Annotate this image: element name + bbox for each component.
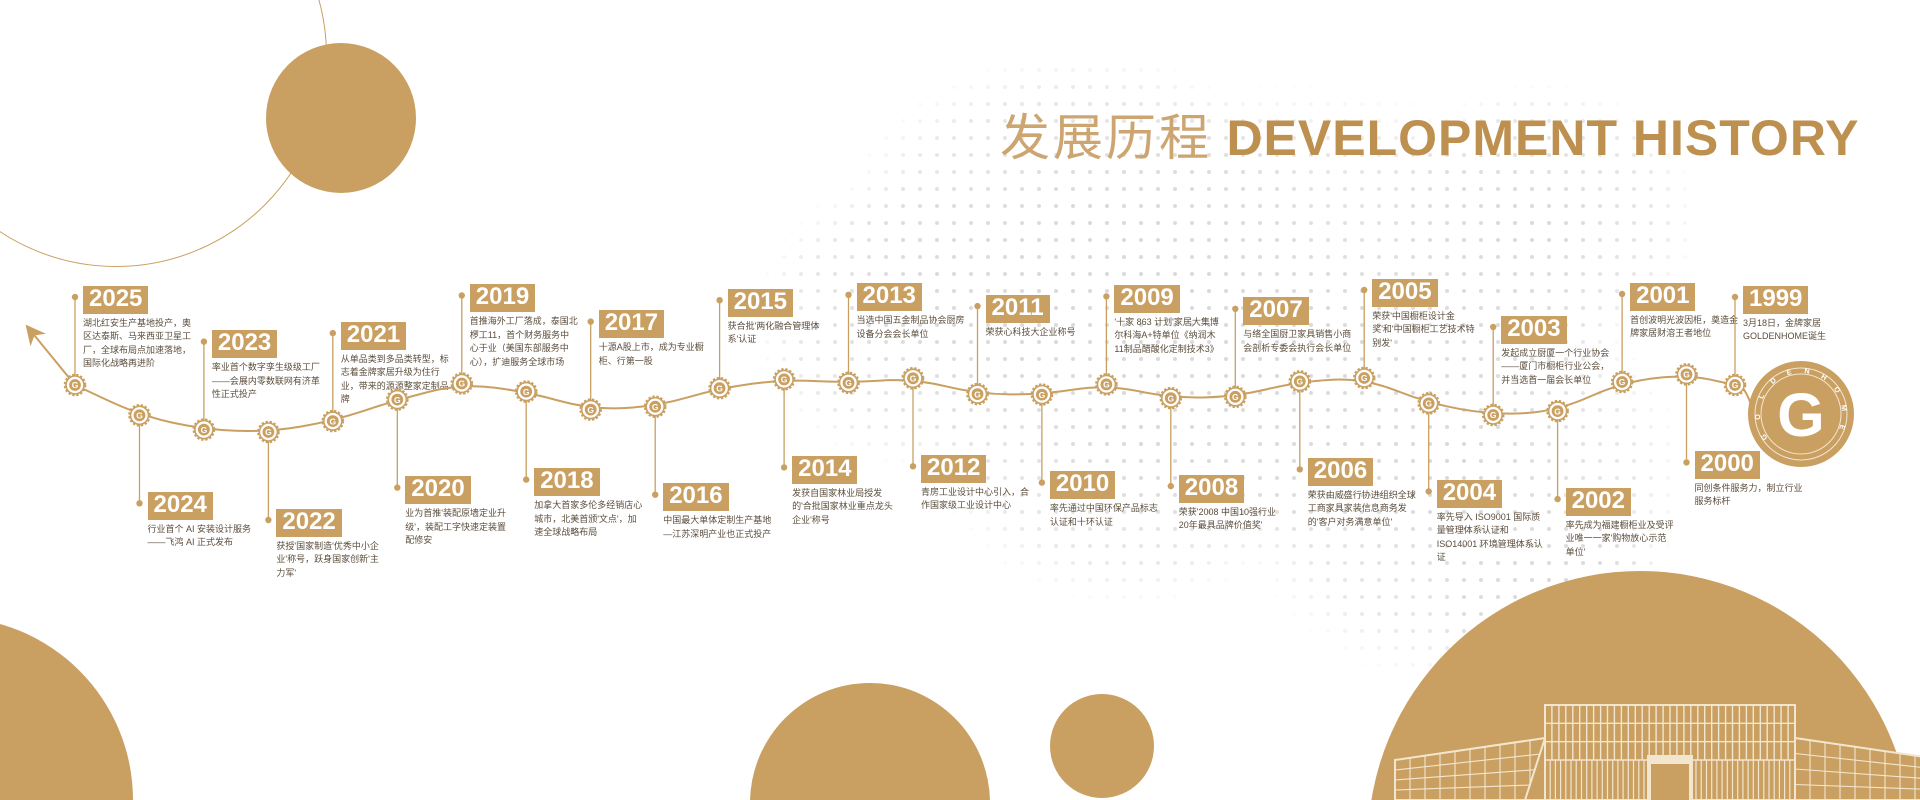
svg-text:G: G bbox=[1777, 381, 1824, 449]
svg-text:M: M bbox=[1839, 404, 1849, 411]
svg-text:O: O bbox=[1753, 414, 1762, 421]
